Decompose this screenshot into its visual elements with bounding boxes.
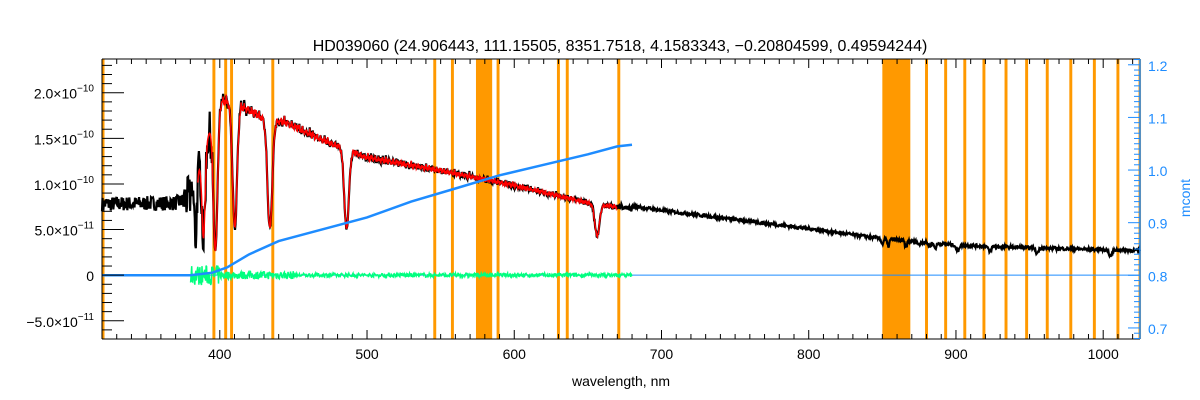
- masked-region: [496, 59, 500, 339]
- masked-region: [1025, 59, 1029, 339]
- y-right-tick-label: 0.7: [1148, 321, 1168, 337]
- x-tick-label: 700: [650, 346, 674, 362]
- y-left-tick-label: 2.0×10−10: [34, 84, 95, 102]
- masked-region: [944, 59, 948, 339]
- masked-region: [224, 59, 228, 339]
- y-left-tick-label: 1.5×10−10: [34, 129, 95, 147]
- masked-region: [1004, 59, 1008, 339]
- chart-title: HD039060 (24.906443, 111.15505, 8351.751…: [313, 38, 928, 55]
- y-left-tick-label: 5.0×10−11: [35, 221, 95, 239]
- series-group: [100, 93, 1141, 286]
- x-tick-label: 400: [208, 346, 232, 362]
- masked-region: [1116, 59, 1120, 339]
- mcont-line: [102, 143, 633, 277]
- masked-region: [450, 59, 454, 339]
- y-right-tick-label: 0.9: [1148, 216, 1168, 232]
- masked-region: [556, 59, 560, 339]
- masked-region: [617, 59, 621, 339]
- y-left-tick-label: 0: [86, 268, 94, 284]
- masked-regions: [102, 59, 1142, 339]
- masked-region: [230, 59, 234, 339]
- y-right-tick-label: 1.1: [1148, 110, 1168, 126]
- masked-region: [433, 59, 437, 339]
- masked-region: [963, 59, 967, 339]
- masked-region: [1092, 59, 1096, 339]
- x-tick-label: 500: [355, 346, 379, 362]
- y-left-tick-label: −5.0×10−11: [26, 312, 94, 330]
- right-y-axis-label: mcont: [1177, 179, 1193, 217]
- y-left-tick-label: 1.0×10−10: [34, 175, 95, 193]
- y-right-tick-label: 0.8: [1148, 268, 1168, 284]
- masked-region: [1069, 59, 1073, 339]
- x-tick-label: 900: [944, 346, 968, 362]
- model-flux-line: [197, 94, 618, 252]
- masked-region: [1045, 59, 1049, 339]
- masked-region: [882, 59, 911, 339]
- masked-region: [925, 59, 928, 339]
- residual-line: [189, 265, 633, 286]
- masked-region: [475, 59, 493, 339]
- masked-region: [982, 59, 986, 339]
- y-right-tick-label: 1.0: [1148, 163, 1168, 179]
- x-axis-label: wavelength, nm: [571, 373, 670, 389]
- x-tick-label: 1000: [1088, 346, 1119, 362]
- y-right-tick-label: 1.2: [1148, 58, 1168, 74]
- axes: 400 500 600 700 800 900 1000 2.0×10−10 1.5×10−10…: [26, 58, 1167, 362]
- x-tick-label: 800: [797, 346, 821, 362]
- x-tick-label: 600: [503, 346, 527, 362]
